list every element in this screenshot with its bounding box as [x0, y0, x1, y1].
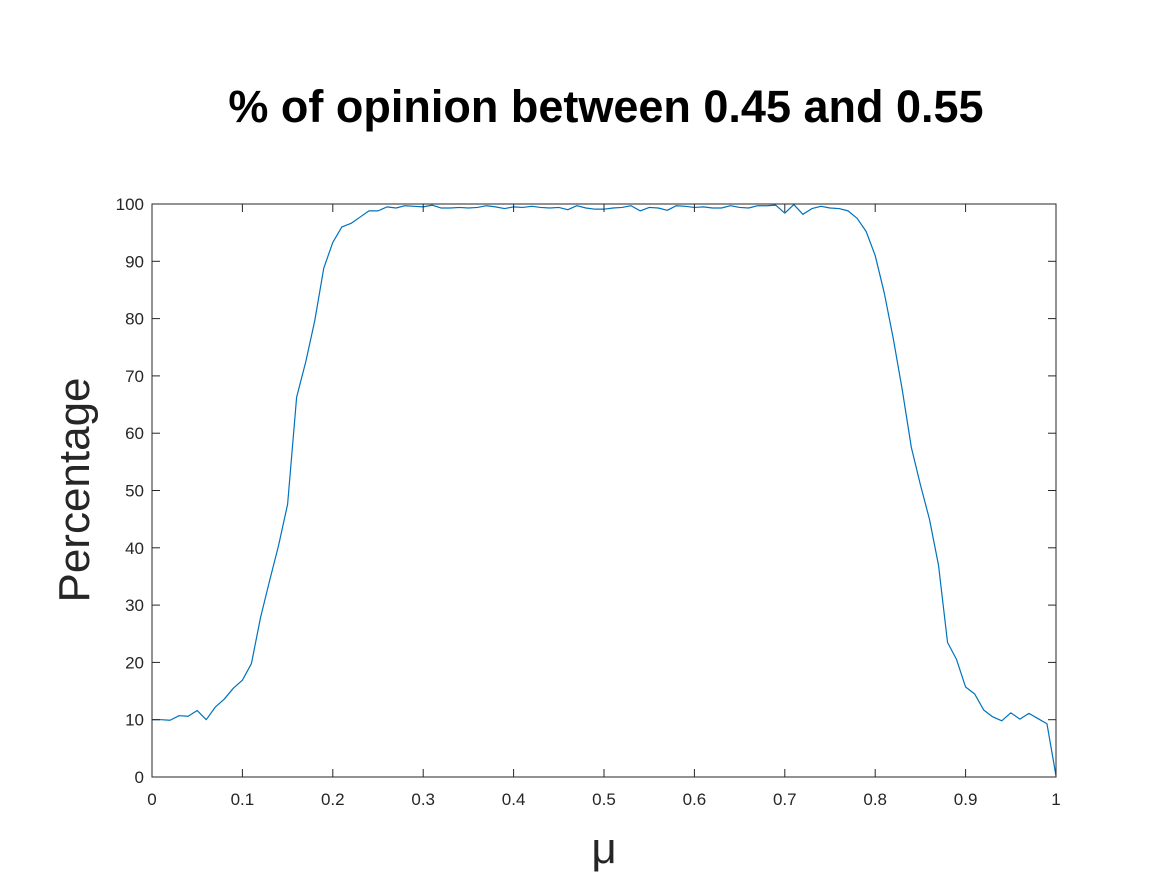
y-tick-label: 80: [125, 310, 144, 329]
y-tick-label: 100: [116, 195, 144, 214]
x-tick-label: 0.1: [231, 790, 255, 809]
x-tick-label: 1: [1051, 790, 1060, 809]
x-tick-label: 0.8: [863, 790, 887, 809]
y-tick-label: 40: [125, 539, 144, 558]
x-axis: 0 0.1 0.2 0.3 0.4 0.5 0.6 0.7 0.8 0.9 1: [147, 204, 1061, 809]
y-tick-label: 90: [125, 252, 144, 271]
y-tick-label: 10: [125, 711, 144, 730]
x-tick-label: 0.4: [502, 790, 526, 809]
y-tick-label: 70: [125, 367, 144, 386]
y-tick-label: 60: [125, 424, 144, 443]
plot-area: [152, 204, 1056, 777]
x-tick-label: 0.2: [321, 790, 345, 809]
y-tick-label: 50: [125, 482, 144, 501]
x-tick-label: 0.7: [773, 790, 797, 809]
x-tick-label: 0.5: [592, 790, 616, 809]
y-axis: 0 10 20 30 40 50 60 70 80 90 100: [116, 195, 1056, 787]
x-tick-label: 0.3: [411, 790, 435, 809]
y-tick-label: 0: [135, 768, 144, 787]
x-tick-label: 0.9: [954, 790, 978, 809]
y-tick-label: 20: [125, 653, 144, 672]
x-tick-label: 0: [147, 790, 156, 809]
y-axis-label: Percentage: [50, 377, 99, 602]
y-tick-label: 30: [125, 596, 144, 615]
chart-title: % of opinion between 0.45 and 0.55: [228, 81, 983, 132]
x-tick-label: 0.6: [683, 790, 707, 809]
x-axis-label: μ: [591, 824, 616, 873]
